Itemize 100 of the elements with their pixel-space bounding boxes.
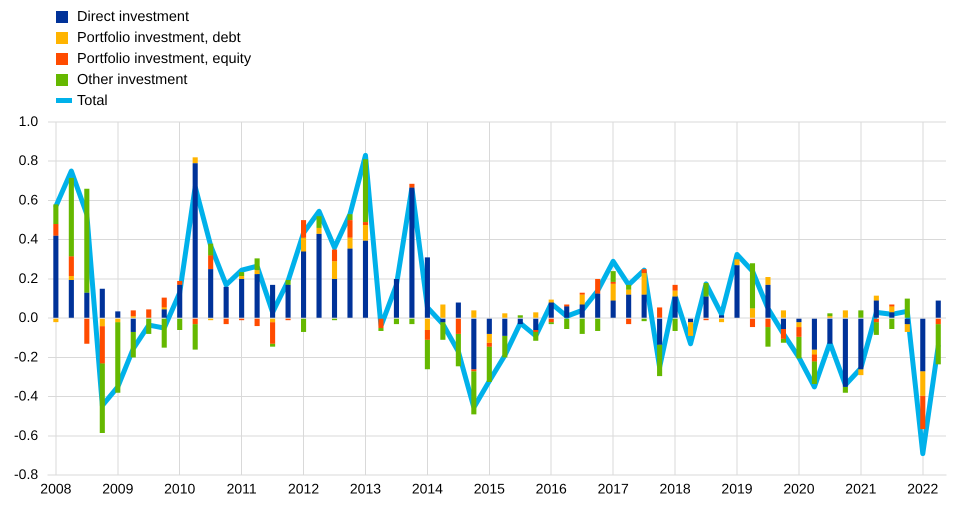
bar (84, 188, 90, 293)
bar (192, 163, 198, 318)
bar (765, 327, 771, 347)
bar (904, 324, 910, 332)
x-tick-label: 2022 (907, 480, 939, 496)
bar (765, 284, 771, 318)
bar (780, 318, 786, 330)
bar (394, 318, 399, 324)
bar (718, 318, 724, 322)
bar (626, 294, 632, 318)
bar (904, 298, 910, 318)
bar (286, 284, 291, 318)
bar (316, 234, 322, 318)
bar (146, 318, 152, 334)
bar (533, 318, 538, 330)
x-tick-label: 2015 (474, 480, 506, 496)
bar (347, 214, 353, 220)
y-tick-label: 0.4 (18, 230, 38, 247)
bar (409, 188, 414, 318)
bar (347, 238, 353, 249)
bar (424, 340, 430, 370)
bar (177, 318, 182, 330)
bar (130, 318, 136, 332)
bar (502, 318, 508, 336)
bar (347, 220, 353, 238)
legend-label: Portfolio investment, debt (77, 30, 241, 46)
x-tick-label: 2019 (721, 480, 753, 496)
bar (100, 288, 105, 318)
bar (270, 322, 276, 344)
bar (858, 310, 864, 318)
y-tick-label: -0.8 (14, 466, 38, 482)
bar (595, 318, 600, 331)
bar (657, 318, 662, 345)
bar (53, 204, 58, 224)
x-tick-label: 2021 (845, 480, 877, 496)
y-tick-label: 1.0 (18, 112, 38, 129)
bar (920, 396, 926, 430)
bar (316, 228, 322, 234)
bar (750, 263, 756, 308)
bar (796, 322, 802, 328)
bar (440, 322, 446, 340)
bar (780, 338, 786, 343)
bar (192, 324, 198, 350)
bar (239, 276, 244, 279)
y-tick-label: 0.6 (18, 191, 38, 208)
bar (904, 318, 910, 324)
bar (858, 318, 864, 370)
bar (254, 318, 260, 326)
x-tick-label: 2017 (598, 480, 629, 496)
bar (316, 216, 322, 228)
bar (456, 318, 461, 334)
bar (53, 236, 58, 318)
bar (796, 318, 802, 322)
bar (362, 240, 368, 318)
bar (486, 334, 492, 343)
bar (254, 270, 260, 274)
bar (378, 318, 384, 328)
y-tick-label: -0.6 (14, 426, 38, 443)
bar (780, 329, 786, 339)
bar (502, 313, 508, 318)
bar (471, 371, 476, 414)
bar (688, 318, 694, 322)
bar (115, 318, 120, 322)
x-tick-label: 2012 (288, 480, 320, 496)
x-tick-label: 2011 (226, 480, 257, 496)
x-tick-label: 2009 (102, 480, 134, 496)
bar (486, 346, 492, 382)
bar (580, 304, 585, 318)
bar (68, 178, 74, 256)
bar (642, 273, 647, 295)
bar (626, 284, 632, 290)
bar (332, 278, 338, 318)
bar (270, 284, 276, 318)
bar (254, 274, 260, 318)
bar (548, 300, 554, 303)
bar (936, 318, 941, 324)
bar (874, 318, 879, 322)
bar (208, 255, 214, 270)
bar (192, 157, 198, 164)
bar (332, 261, 338, 279)
legend-label: Other investment (77, 72, 188, 88)
bar (796, 327, 802, 337)
bar (332, 250, 338, 262)
bar (595, 294, 600, 318)
x-tick-label: 2016 (536, 480, 568, 496)
bar (347, 248, 353, 318)
bar (796, 336, 802, 358)
bar (672, 290, 678, 297)
y-tick-label: -0.4 (14, 388, 38, 404)
bar (734, 259, 740, 266)
bar (486, 318, 492, 334)
bar (812, 350, 817, 355)
bar (533, 332, 538, 341)
bar (301, 252, 306, 318)
bar (920, 318, 926, 372)
bar (580, 318, 585, 334)
bar (580, 294, 585, 304)
bar (533, 312, 538, 318)
bar (610, 300, 616, 318)
bar (424, 257, 430, 318)
